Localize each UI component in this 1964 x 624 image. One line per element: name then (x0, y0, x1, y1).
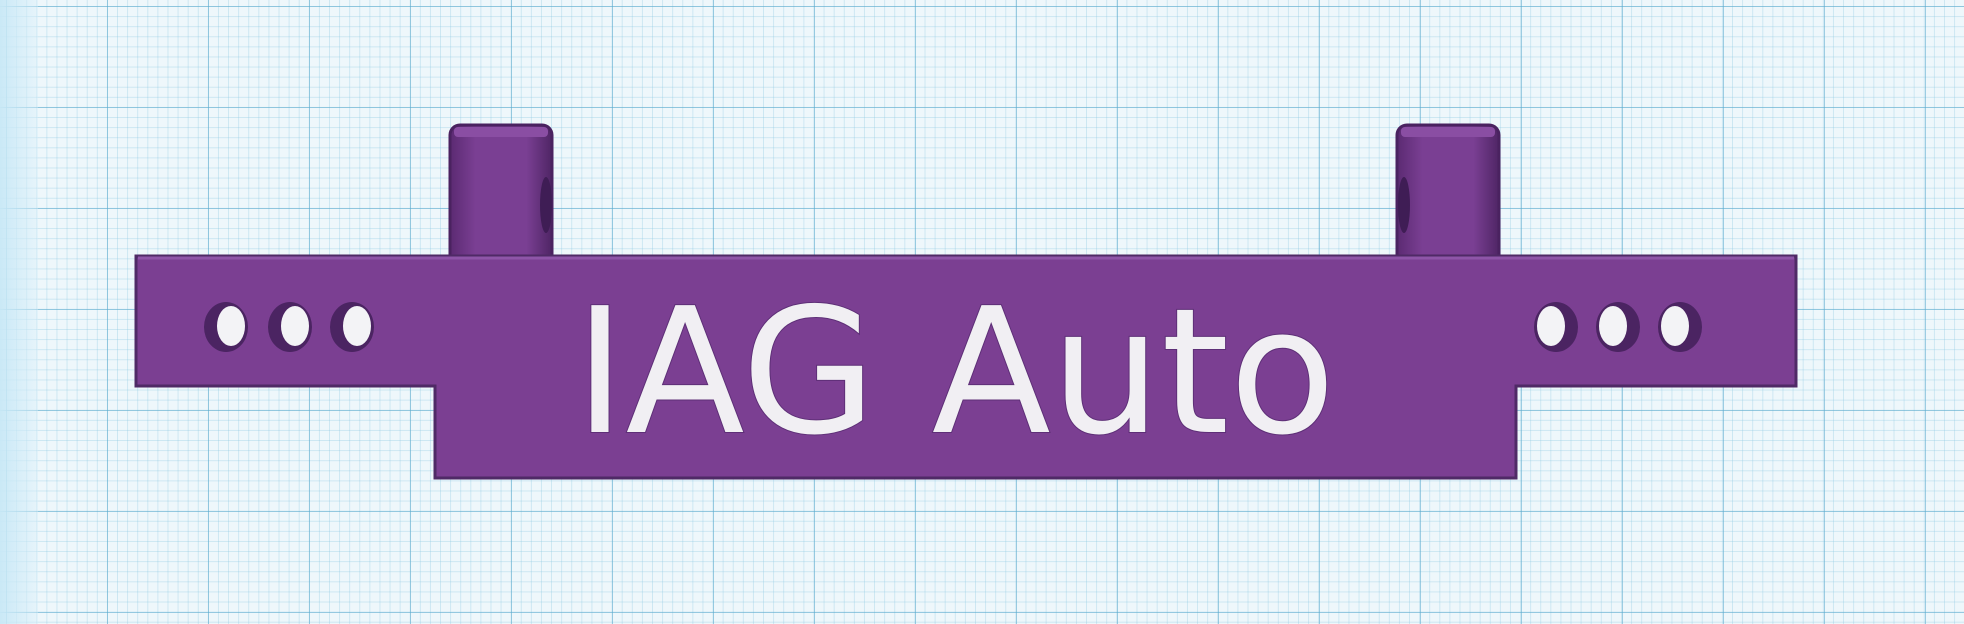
mounting-hole (268, 302, 312, 352)
left-clip[interactable] (448, 123, 554, 267)
mounting-hole (330, 302, 374, 352)
mounting-hole (1596, 302, 1640, 352)
right-mounting-holes (1534, 302, 1702, 352)
mounting-hole (1658, 302, 1702, 352)
mounting-hole (1534, 302, 1578, 352)
workplane-edge (0, 0, 38, 624)
mounting-hole (204, 302, 248, 352)
right-clip[interactable] (1395, 123, 1501, 267)
left-mounting-holes (204, 302, 374, 352)
plate-label-text[interactable]: IAG Auto (573, 270, 1336, 475)
name-plate[interactable] (134, 254, 1798, 480)
